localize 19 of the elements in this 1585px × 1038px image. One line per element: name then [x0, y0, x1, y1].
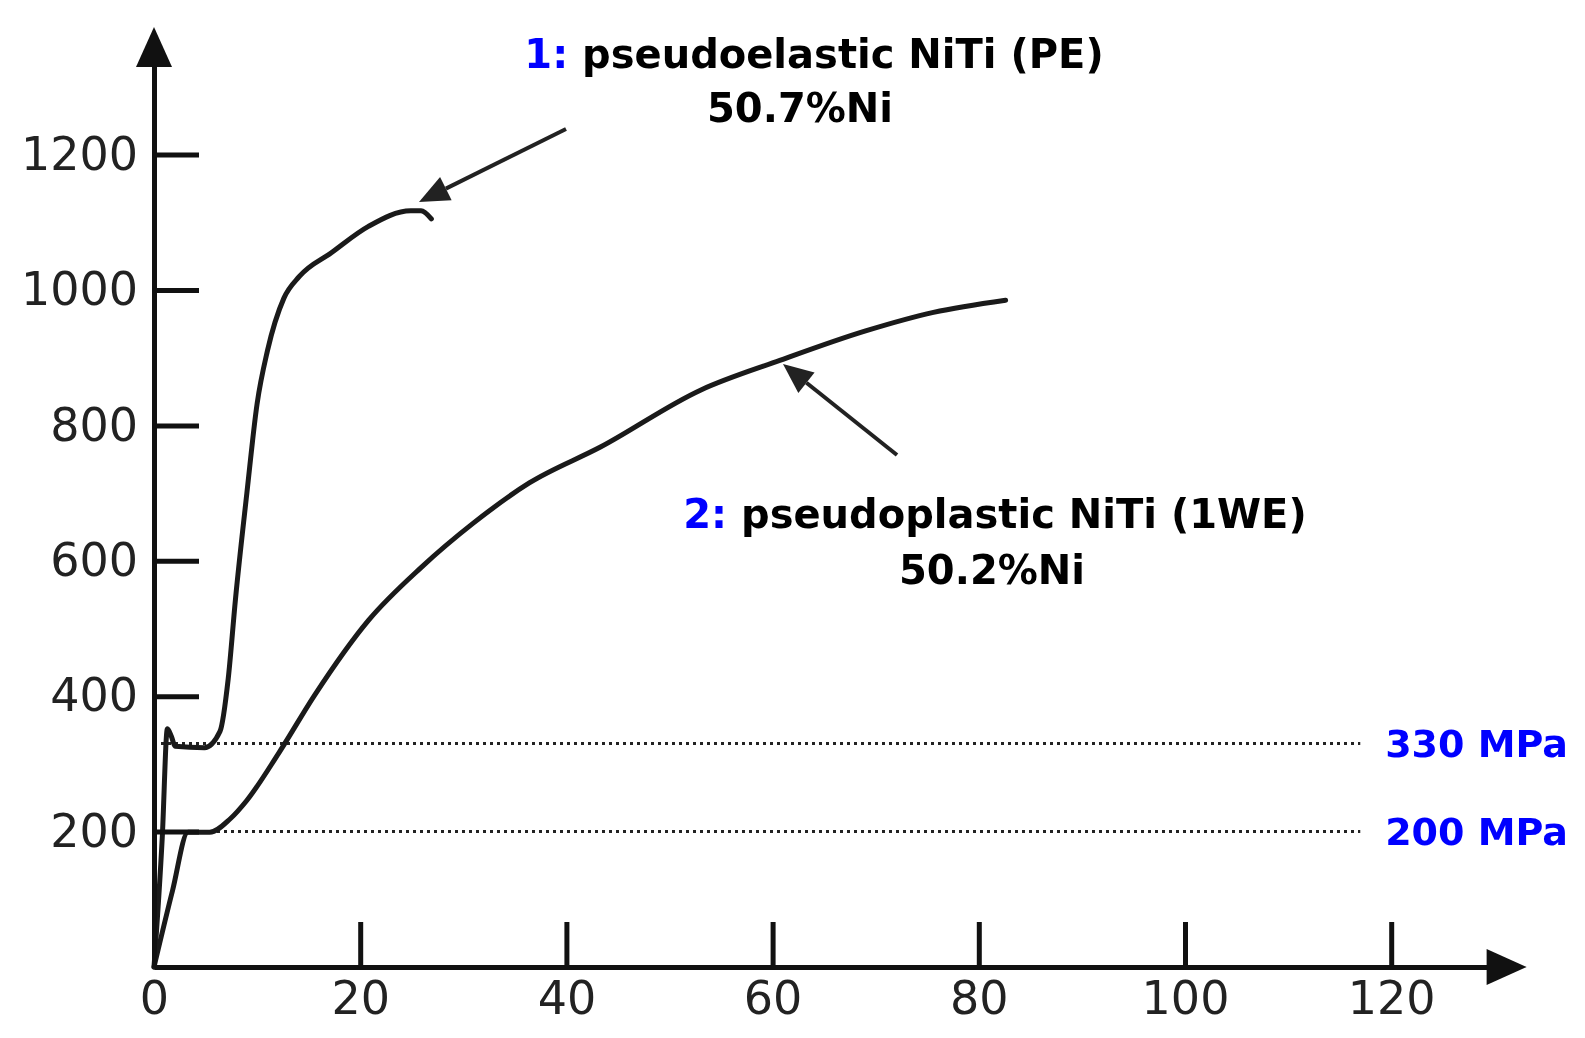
ref-line-label: 200 MPa: [1385, 809, 1568, 854]
y-tick-label: 200: [50, 803, 138, 858]
annotation: 50.7%Ni: [707, 85, 893, 131]
x-tick-label: 0: [139, 970, 170, 1025]
x-tick-label: 100: [1141, 970, 1230, 1025]
x-tick-label: 20: [331, 970, 390, 1025]
y-tick-label: 800: [50, 397, 138, 452]
annotation: 1: pseudoelastic NiTi (PE): [524, 31, 1104, 77]
y-tick-label: 600: [50, 533, 138, 588]
y-tick-label: 400: [50, 668, 138, 723]
annotation: 2: pseudoplastic NiTi (1WE): [683, 491, 1307, 537]
y-tick-label: 1200: [20, 126, 138, 181]
x-tick-label: 60: [743, 970, 803, 1025]
x-tick-label: 40: [537, 970, 597, 1025]
y-tick-label: 1000: [20, 262, 138, 317]
x-tick-label: 80: [950, 970, 1009, 1025]
annotation: 50.2%Ni: [899, 547, 1085, 593]
ref-line-label: 330 MPa: [1385, 721, 1568, 766]
x-tick-label: 120: [1347, 970, 1436, 1025]
